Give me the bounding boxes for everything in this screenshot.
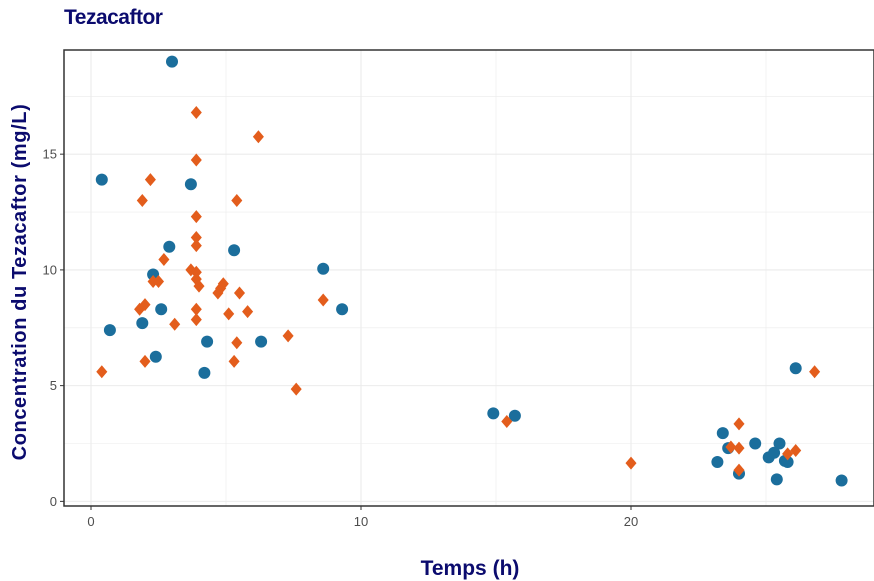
data-point-diamond xyxy=(231,193,243,207)
data-point-diamond xyxy=(290,382,302,396)
x-axis-ticks: 0 10 20 xyxy=(87,506,638,529)
data-point-circle xyxy=(768,446,781,459)
data-point-diamond xyxy=(809,365,821,379)
data-point-circle xyxy=(147,268,160,281)
data-point-circle xyxy=(95,173,108,186)
data-point-diamond xyxy=(223,307,235,321)
data-point-diamond xyxy=(193,279,205,293)
data-point-diamond xyxy=(501,415,513,429)
y-axis-label: Concentration du Tezacaftor (mg/L) xyxy=(9,104,31,461)
data-point-circle xyxy=(711,456,724,469)
y-tick-label: 0 xyxy=(50,494,57,509)
data-point-circle xyxy=(773,437,786,450)
data-point-diamond xyxy=(242,305,254,319)
data-point-circle xyxy=(155,303,168,316)
data-point-circle xyxy=(255,335,268,348)
data-point-circle xyxy=(835,474,848,487)
data-point-diamond xyxy=(190,230,202,244)
y-axis-ticks: 0 5 10 15 xyxy=(43,147,64,509)
data-point-diamond xyxy=(144,173,156,187)
data-point-circle xyxy=(789,362,802,375)
data-point-diamond xyxy=(185,263,197,277)
data-point-diamond xyxy=(190,210,202,224)
data-point-diamond xyxy=(733,417,745,431)
data-point-circle xyxy=(336,303,349,316)
chart-title: Tezacaftor xyxy=(64,6,163,29)
data-point-diamond xyxy=(169,317,181,331)
data-point-diamond xyxy=(96,365,108,379)
data-point-circle xyxy=(198,366,211,379)
data-point-diamond xyxy=(282,329,294,343)
x-axis-label: Temps (h) xyxy=(421,557,520,580)
data-point-circle xyxy=(770,473,783,486)
data-point-circle xyxy=(716,427,729,440)
data-point-diamond xyxy=(139,354,151,368)
data-point-diamond xyxy=(212,286,224,300)
data-point-circle xyxy=(103,324,116,337)
data-point-diamond xyxy=(158,252,170,266)
data-point-diamond xyxy=(228,354,240,368)
data-point-circle xyxy=(781,456,794,469)
data-point-circle xyxy=(136,317,149,330)
data-point-diamond xyxy=(139,298,151,312)
data-point-diamond xyxy=(782,447,794,461)
y-tick-label: 15 xyxy=(43,147,57,162)
data-point-circle xyxy=(166,55,178,68)
x-tick-label: 0 xyxy=(87,514,94,529)
data-point-circle xyxy=(317,262,330,275)
data-point-circle xyxy=(149,350,162,363)
data-points xyxy=(95,55,848,487)
data-point-diamond xyxy=(790,443,802,457)
data-point-diamond xyxy=(152,274,165,288)
data-point-circle xyxy=(201,335,214,348)
data-point-circle xyxy=(184,178,197,191)
data-point-diamond xyxy=(625,456,637,470)
y-tick-label: 10 xyxy=(43,262,57,277)
data-point-diamond xyxy=(190,313,202,327)
data-point-diamond xyxy=(252,130,264,144)
x-tick-label: 20 xyxy=(624,514,638,529)
data-point-diamond xyxy=(217,277,229,291)
grid-lines xyxy=(64,50,874,506)
data-point-diamond xyxy=(725,440,737,454)
data-point-diamond xyxy=(231,336,243,350)
data-point-diamond xyxy=(190,302,202,316)
data-point-circle xyxy=(749,437,762,450)
data-point-circle xyxy=(508,409,521,422)
y-tick-label: 5 xyxy=(50,378,57,393)
data-point-circle xyxy=(163,240,176,253)
data-point-diamond xyxy=(190,105,202,119)
data-point-circle xyxy=(228,244,241,257)
data-point-diamond xyxy=(733,463,745,477)
plot-panel xyxy=(63,49,874,507)
data-point-diamond xyxy=(190,239,202,253)
data-point-diamond xyxy=(136,193,148,207)
data-point-diamond xyxy=(233,286,246,300)
data-point-diamond xyxy=(190,265,202,279)
data-point-circle xyxy=(487,407,500,420)
x-tick-label: 10 xyxy=(354,514,368,529)
data-point-diamond xyxy=(733,441,745,455)
data-point-diamond xyxy=(190,153,202,167)
data-point-diamond xyxy=(317,293,329,307)
